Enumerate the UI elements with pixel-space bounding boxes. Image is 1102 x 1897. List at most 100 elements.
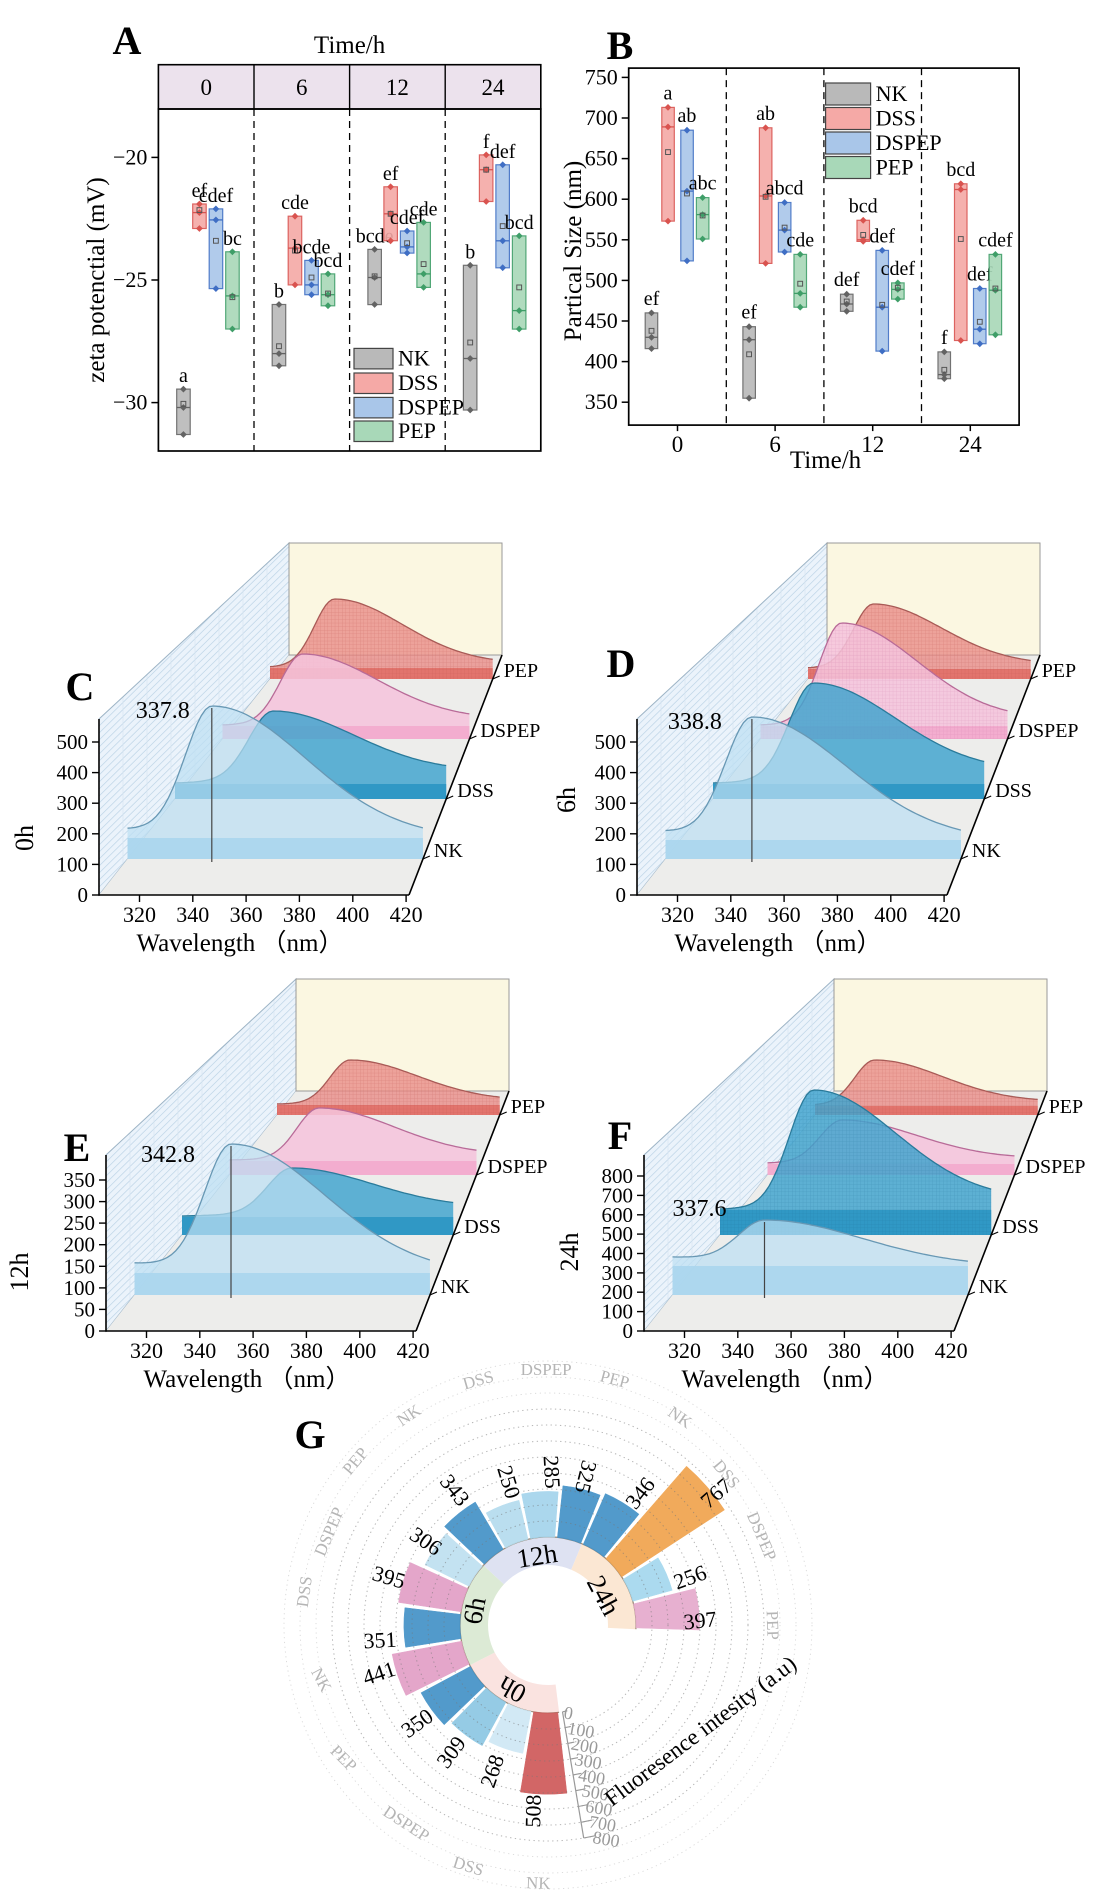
svg-text:−25: −25 xyxy=(113,267,147,292)
svg-text:650: 650 xyxy=(585,146,618,171)
svg-text:Fluoresence intesity (a.u): Fluoresence intesity (a.u) xyxy=(600,1651,801,1811)
svg-text:PEP: PEP xyxy=(327,1741,361,1775)
svg-text:340: 340 xyxy=(714,902,747,927)
svg-text:320: 320 xyxy=(130,1338,163,1363)
svg-text:Wavelength （nm）: Wavelength （nm） xyxy=(144,1365,351,1393)
svg-text:380: 380 xyxy=(290,1338,323,1363)
svg-text:12: 12 xyxy=(386,75,409,100)
svg-text:24: 24 xyxy=(482,75,506,100)
svg-text:zeta potenctial (mV): zeta potenctial (mV) xyxy=(83,177,110,382)
svg-text:Time/h: Time/h xyxy=(790,447,862,474)
svg-text:A: A xyxy=(113,18,142,63)
svg-text:800: 800 xyxy=(591,1827,621,1851)
svg-text:PEP: PEP xyxy=(398,418,436,443)
svg-text:E: E xyxy=(64,1125,91,1170)
svg-text:325: 325 xyxy=(570,1458,602,1496)
svg-text:200: 200 xyxy=(570,1734,600,1758)
svg-text:Wavelength （nm）: Wavelength （nm） xyxy=(675,929,882,957)
svg-text:DSS: DSS xyxy=(457,780,494,802)
svg-text:def: def xyxy=(834,269,860,291)
svg-text:a: a xyxy=(179,365,188,387)
svg-text:420: 420 xyxy=(928,902,961,927)
svg-text:ef: ef xyxy=(741,302,757,324)
svg-text:f: f xyxy=(941,327,948,349)
svg-text:400: 400 xyxy=(57,761,89,785)
svg-text:700: 700 xyxy=(585,105,618,130)
svg-text:395: 395 xyxy=(370,1560,409,1593)
svg-text:bc: bc xyxy=(223,228,242,250)
svg-text:f: f xyxy=(483,131,490,153)
svg-text:abc: abc xyxy=(689,173,717,195)
svg-text:def: def xyxy=(869,225,895,247)
svg-text:6: 6 xyxy=(769,432,781,457)
svg-text:360: 360 xyxy=(775,1338,808,1363)
svg-text:cde: cde xyxy=(410,198,438,220)
svg-text:12h: 12h xyxy=(515,1538,560,1574)
svg-text:100: 100 xyxy=(57,852,89,876)
svg-text:320: 320 xyxy=(661,902,694,927)
svg-text:600: 600 xyxy=(602,1203,634,1227)
svg-text:def: def xyxy=(967,264,993,286)
svg-text:ef: ef xyxy=(192,180,208,202)
svg-text:D: D xyxy=(607,641,636,686)
svg-text:250: 250 xyxy=(492,1463,526,1502)
svg-text:DSS: DSS xyxy=(876,106,916,131)
svg-text:200: 200 xyxy=(64,1233,96,1257)
svg-text:750: 750 xyxy=(585,64,618,89)
svg-text:420: 420 xyxy=(935,1338,968,1363)
svg-text:0: 0 xyxy=(200,75,212,100)
svg-text:400: 400 xyxy=(874,902,907,927)
svg-text:NK: NK xyxy=(664,1402,696,1432)
svg-text:420: 420 xyxy=(397,1338,430,1363)
svg-text:508: 508 xyxy=(520,1794,546,1828)
svg-text:DSS: DSS xyxy=(398,370,438,395)
svg-text:300: 300 xyxy=(595,791,627,815)
svg-text:PEP: PEP xyxy=(1049,1096,1083,1118)
svg-text:340: 340 xyxy=(721,1338,754,1363)
svg-text:cdef: cdef xyxy=(881,258,916,280)
svg-text:200: 200 xyxy=(595,822,627,846)
svg-text:DSS: DSS xyxy=(995,780,1032,802)
svg-text:360: 360 xyxy=(237,1338,270,1363)
svg-text:DSS: DSS xyxy=(451,1853,486,1880)
svg-text:400: 400 xyxy=(577,1765,607,1789)
svg-text:0h: 0h xyxy=(10,825,39,851)
svg-text:PEP: PEP xyxy=(339,1444,372,1479)
svg-text:342.8: 342.8 xyxy=(141,1142,195,1168)
svg-text:cde: cde xyxy=(281,192,309,214)
svg-text:500: 500 xyxy=(57,730,89,754)
svg-text:400: 400 xyxy=(595,761,627,785)
svg-text:300: 300 xyxy=(602,1261,634,1285)
svg-text:351: 351 xyxy=(363,1627,397,1654)
svg-text:−30: −30 xyxy=(113,390,147,415)
svg-text:DSPEP: DSPEP xyxy=(1026,1156,1086,1178)
svg-text:380: 380 xyxy=(821,902,854,927)
svg-text:DSPEP: DSPEP xyxy=(398,394,464,419)
svg-text:0: 0 xyxy=(623,1319,634,1343)
svg-text:DSPEP: DSPEP xyxy=(380,1802,433,1846)
svg-text:0: 0 xyxy=(562,1702,574,1723)
svg-text:300: 300 xyxy=(64,1190,96,1214)
svg-text:450: 450 xyxy=(585,308,618,333)
svg-text:50: 50 xyxy=(74,1297,95,1321)
svg-text:NK: NK xyxy=(434,840,463,862)
svg-text:cdef: cdef xyxy=(199,185,234,207)
svg-text:800: 800 xyxy=(602,1164,634,1188)
svg-text:150: 150 xyxy=(64,1254,96,1278)
svg-text:200: 200 xyxy=(602,1280,634,1304)
svg-text:NK: NK xyxy=(398,345,430,370)
svg-text:ef: ef xyxy=(644,288,660,310)
svg-text:320: 320 xyxy=(123,902,156,927)
svg-text:ab: ab xyxy=(678,105,697,127)
svg-text:360: 360 xyxy=(768,902,801,927)
svg-text:397: 397 xyxy=(682,1606,717,1634)
svg-text:24: 24 xyxy=(959,432,983,457)
svg-text:441: 441 xyxy=(359,1656,398,1690)
svg-text:a: a xyxy=(664,82,673,104)
svg-text:268: 268 xyxy=(475,1751,509,1790)
svg-text:PEP: PEP xyxy=(504,660,538,682)
svg-text:256: 256 xyxy=(670,1560,710,1595)
svg-text:337.8: 337.8 xyxy=(136,698,190,724)
svg-text:DSPEP: DSPEP xyxy=(480,720,540,742)
svg-text:Wavelength （nm）: Wavelength （nm） xyxy=(682,1365,889,1393)
